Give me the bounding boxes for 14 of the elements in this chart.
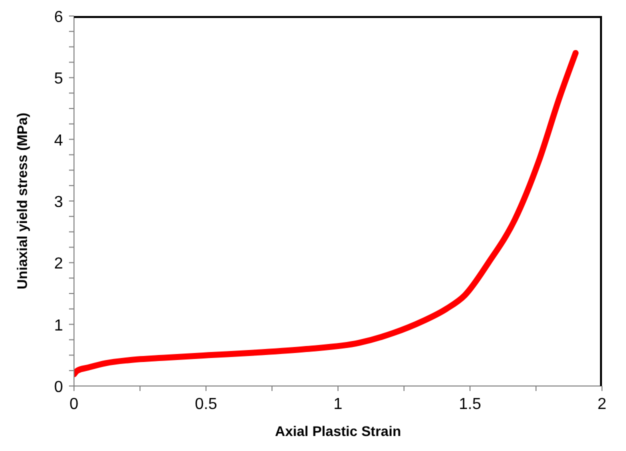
x-tick-label: 1 bbox=[334, 396, 343, 413]
x-axis-title: Axial Plastic Strain bbox=[274, 423, 402, 439]
y-tick-label: 5 bbox=[54, 70, 64, 88]
x-tick-label: 2 bbox=[598, 396, 607, 413]
y-axis-title: Uniaxial yield stress (MPa) bbox=[14, 112, 30, 290]
y-tick-label: 2 bbox=[54, 256, 64, 273]
x-tick-label: 1.5 bbox=[458, 396, 482, 413]
y-tick-label: 6 bbox=[54, 9, 64, 26]
y-tick-label: 4 bbox=[54, 132, 64, 150]
y-tick-label: 3 bbox=[54, 194, 64, 211]
x-tick-label: 0.5 bbox=[194, 396, 218, 413]
y-tick-label: 1 bbox=[54, 317, 64, 334]
y-tick-label: 0 bbox=[54, 379, 64, 396]
x-tick-label: 0 bbox=[70, 396, 79, 413]
